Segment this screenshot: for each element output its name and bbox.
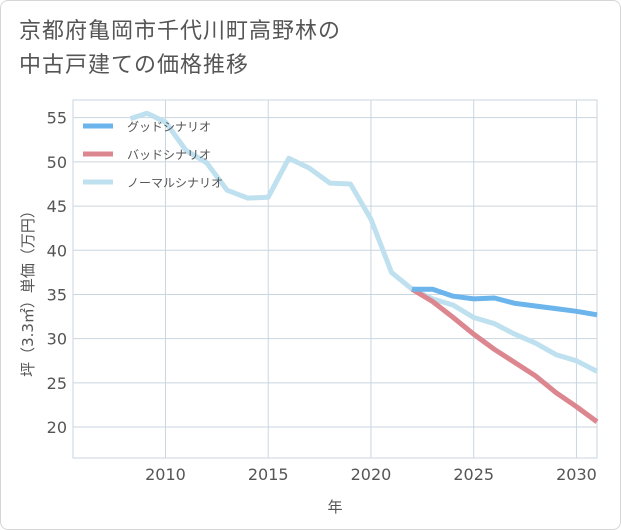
series-line-3 xyxy=(129,110,599,374)
chart-title-line-2: 中古戸建ての価格推移 xyxy=(19,53,250,78)
y-tick-label: 20 xyxy=(47,418,67,437)
chart-title-line-1: 京都府亀岡市千代川町高野林の xyxy=(19,19,342,44)
series-layer xyxy=(129,110,599,424)
y-tick-label: 45 xyxy=(47,197,67,216)
y-tick-label: 30 xyxy=(47,330,67,349)
x-axis-title: 年 xyxy=(327,498,342,516)
x-tick-label: 2010 xyxy=(145,465,186,484)
x-tick-label: 2030 xyxy=(556,465,597,484)
grid xyxy=(72,99,598,459)
y-tick-label: 40 xyxy=(47,241,67,260)
legend-label-2: バッドシナリオ xyxy=(127,148,211,162)
y-tick-label: 25 xyxy=(47,374,67,393)
x-tick-label: 2020 xyxy=(351,465,392,484)
series-line-1 xyxy=(412,286,598,318)
x-tick-label: 2025 xyxy=(453,465,494,484)
legend-label-1: グッドシナリオ xyxy=(127,120,211,134)
y-tick-label: 35 xyxy=(47,285,67,304)
legend-label-3: ノーマルシナリオ xyxy=(127,176,223,190)
series-line-2 xyxy=(410,287,599,424)
y-tick-label: 55 xyxy=(47,109,67,128)
chart-title: 京都府亀岡市千代川町高野林の 中古戸建ての価格推移 xyxy=(19,15,579,83)
y-tick-label: 50 xyxy=(47,153,67,172)
x-tick-label: 2015 xyxy=(248,465,289,484)
plot-area xyxy=(72,99,598,459)
y-axis-title: 坪（3.3㎡）単価（万円） xyxy=(19,203,37,377)
